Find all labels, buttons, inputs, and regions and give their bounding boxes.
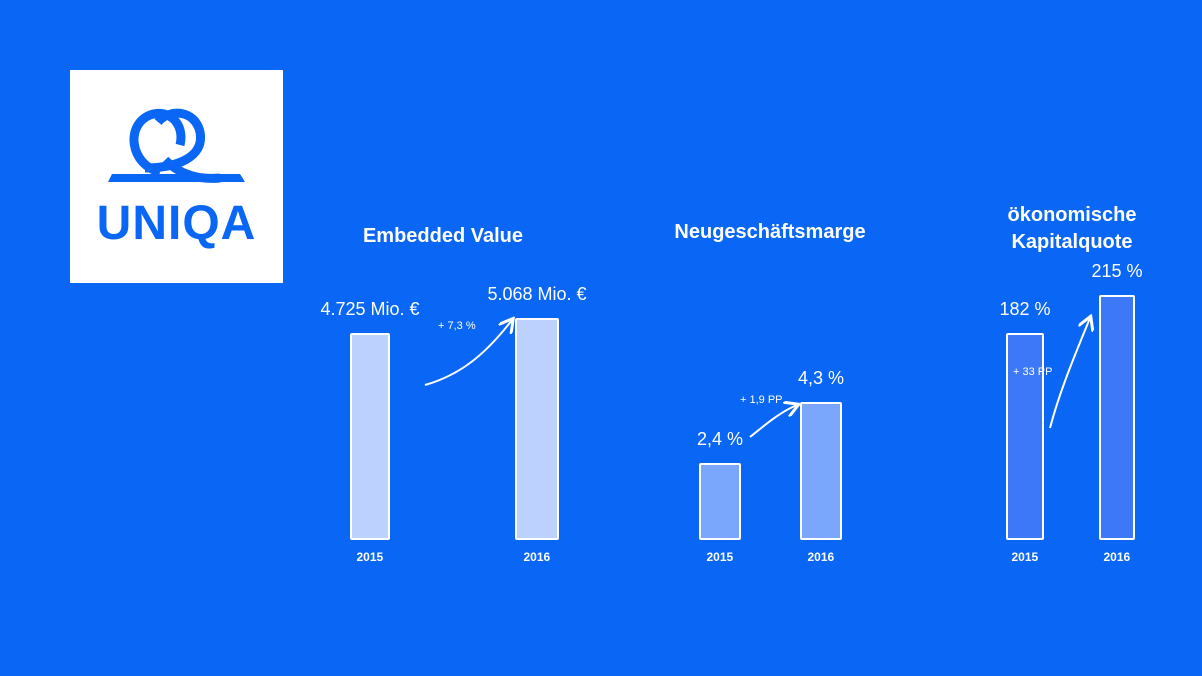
logo-text: UNIQA <box>96 197 257 250</box>
annotation: + 1,9 PP <box>740 394 783 406</box>
bar <box>1006 332 1044 540</box>
value-label: 215 % <box>1091 261 1143 281</box>
logo: UNIQA <box>70 70 283 283</box>
arrow <box>424 320 512 386</box>
chart-title: Neugeschäftsmarge <box>674 221 866 243</box>
x-tick-label: 2015 <box>706 550 734 564</box>
chart-title: Embedded Value <box>362 225 524 247</box>
bar <box>515 318 559 540</box>
value-label: 2,4 % <box>697 428 744 449</box>
value-label: 4,3 % <box>798 368 845 388</box>
x-tick-label: 2015 <box>1011 550 1039 564</box>
x-tick-label: 2015 <box>356 550 384 564</box>
bar <box>350 333 390 540</box>
arrow <box>1049 318 1090 429</box>
value-label: 5.068 Mio. € <box>487 284 587 304</box>
bar <box>1099 295 1135 540</box>
annotation: + 33 PP <box>1013 366 1053 378</box>
bar <box>800 402 842 540</box>
annotation: + 7,3 % <box>438 320 476 332</box>
bar <box>699 462 741 540</box>
value-label: 4.725 Mio. € <box>320 299 420 320</box>
x-tick-label: 2016 <box>523 550 551 564</box>
value-label: 182 % <box>999 298 1051 319</box>
x-tick-label: 2016 <box>1103 550 1131 564</box>
chart-title: ökonomische Kapitalquote <box>1007 204 1137 253</box>
x-tick-label: 2016 <box>807 550 835 564</box>
arrow <box>749 405 797 438</box>
logo-symbol <box>108 108 245 183</box>
